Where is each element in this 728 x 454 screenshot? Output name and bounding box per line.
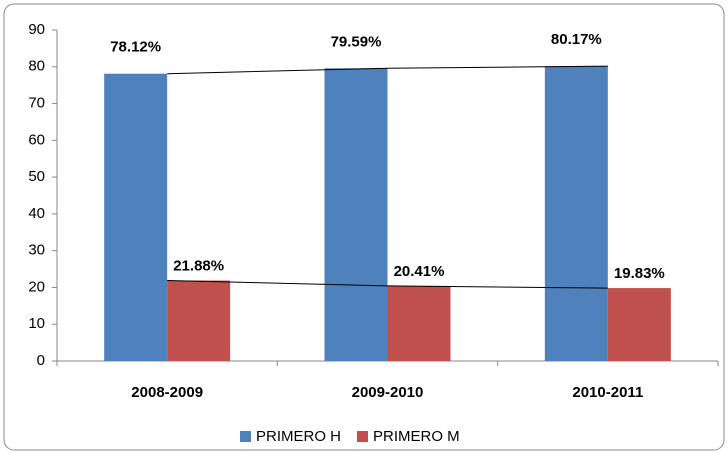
trend-line: [167, 65, 608, 75]
x-tick-label: 2008-2009: [131, 384, 203, 401]
y-tick-label: 30: [28, 242, 45, 259]
legend-label: PRIMERO M: [373, 428, 460, 445]
y-tick-label: 50: [28, 168, 45, 185]
y-tick-label: 70: [28, 95, 45, 112]
x-tick-label: 2009-2010: [352, 384, 424, 401]
y-tick-label: 20: [28, 278, 45, 295]
value-label: 21.88%: [173, 257, 224, 274]
bar: [387, 285, 451, 361]
bar: [544, 66, 608, 361]
y-tick-label: 10: [28, 315, 45, 332]
bar: [167, 280, 231, 361]
value-label: 80.17%: [551, 31, 602, 48]
value-label: 79.59%: [331, 33, 382, 50]
y-tick-label: 40: [28, 205, 45, 222]
value-label: 78.12%: [110, 39, 161, 56]
bar: [104, 73, 168, 361]
x-tick-label: 2010-2011: [572, 384, 643, 401]
legend-swatch: [240, 431, 251, 442]
value-label: 20.41%: [394, 263, 445, 280]
y-tick-label: 60: [28, 131, 45, 148]
legend-swatch: [357, 431, 368, 442]
value-label: 19.83%: [614, 265, 665, 282]
y-tick-label: 80: [28, 58, 45, 75]
y-tick-label: 90: [28, 21, 45, 38]
bar: [607, 288, 671, 361]
y-tick-label: 0: [37, 352, 45, 369]
bar: [324, 68, 388, 361]
legend-label: PRIMERO H: [256, 428, 341, 445]
trend-line: [167, 280, 608, 289]
